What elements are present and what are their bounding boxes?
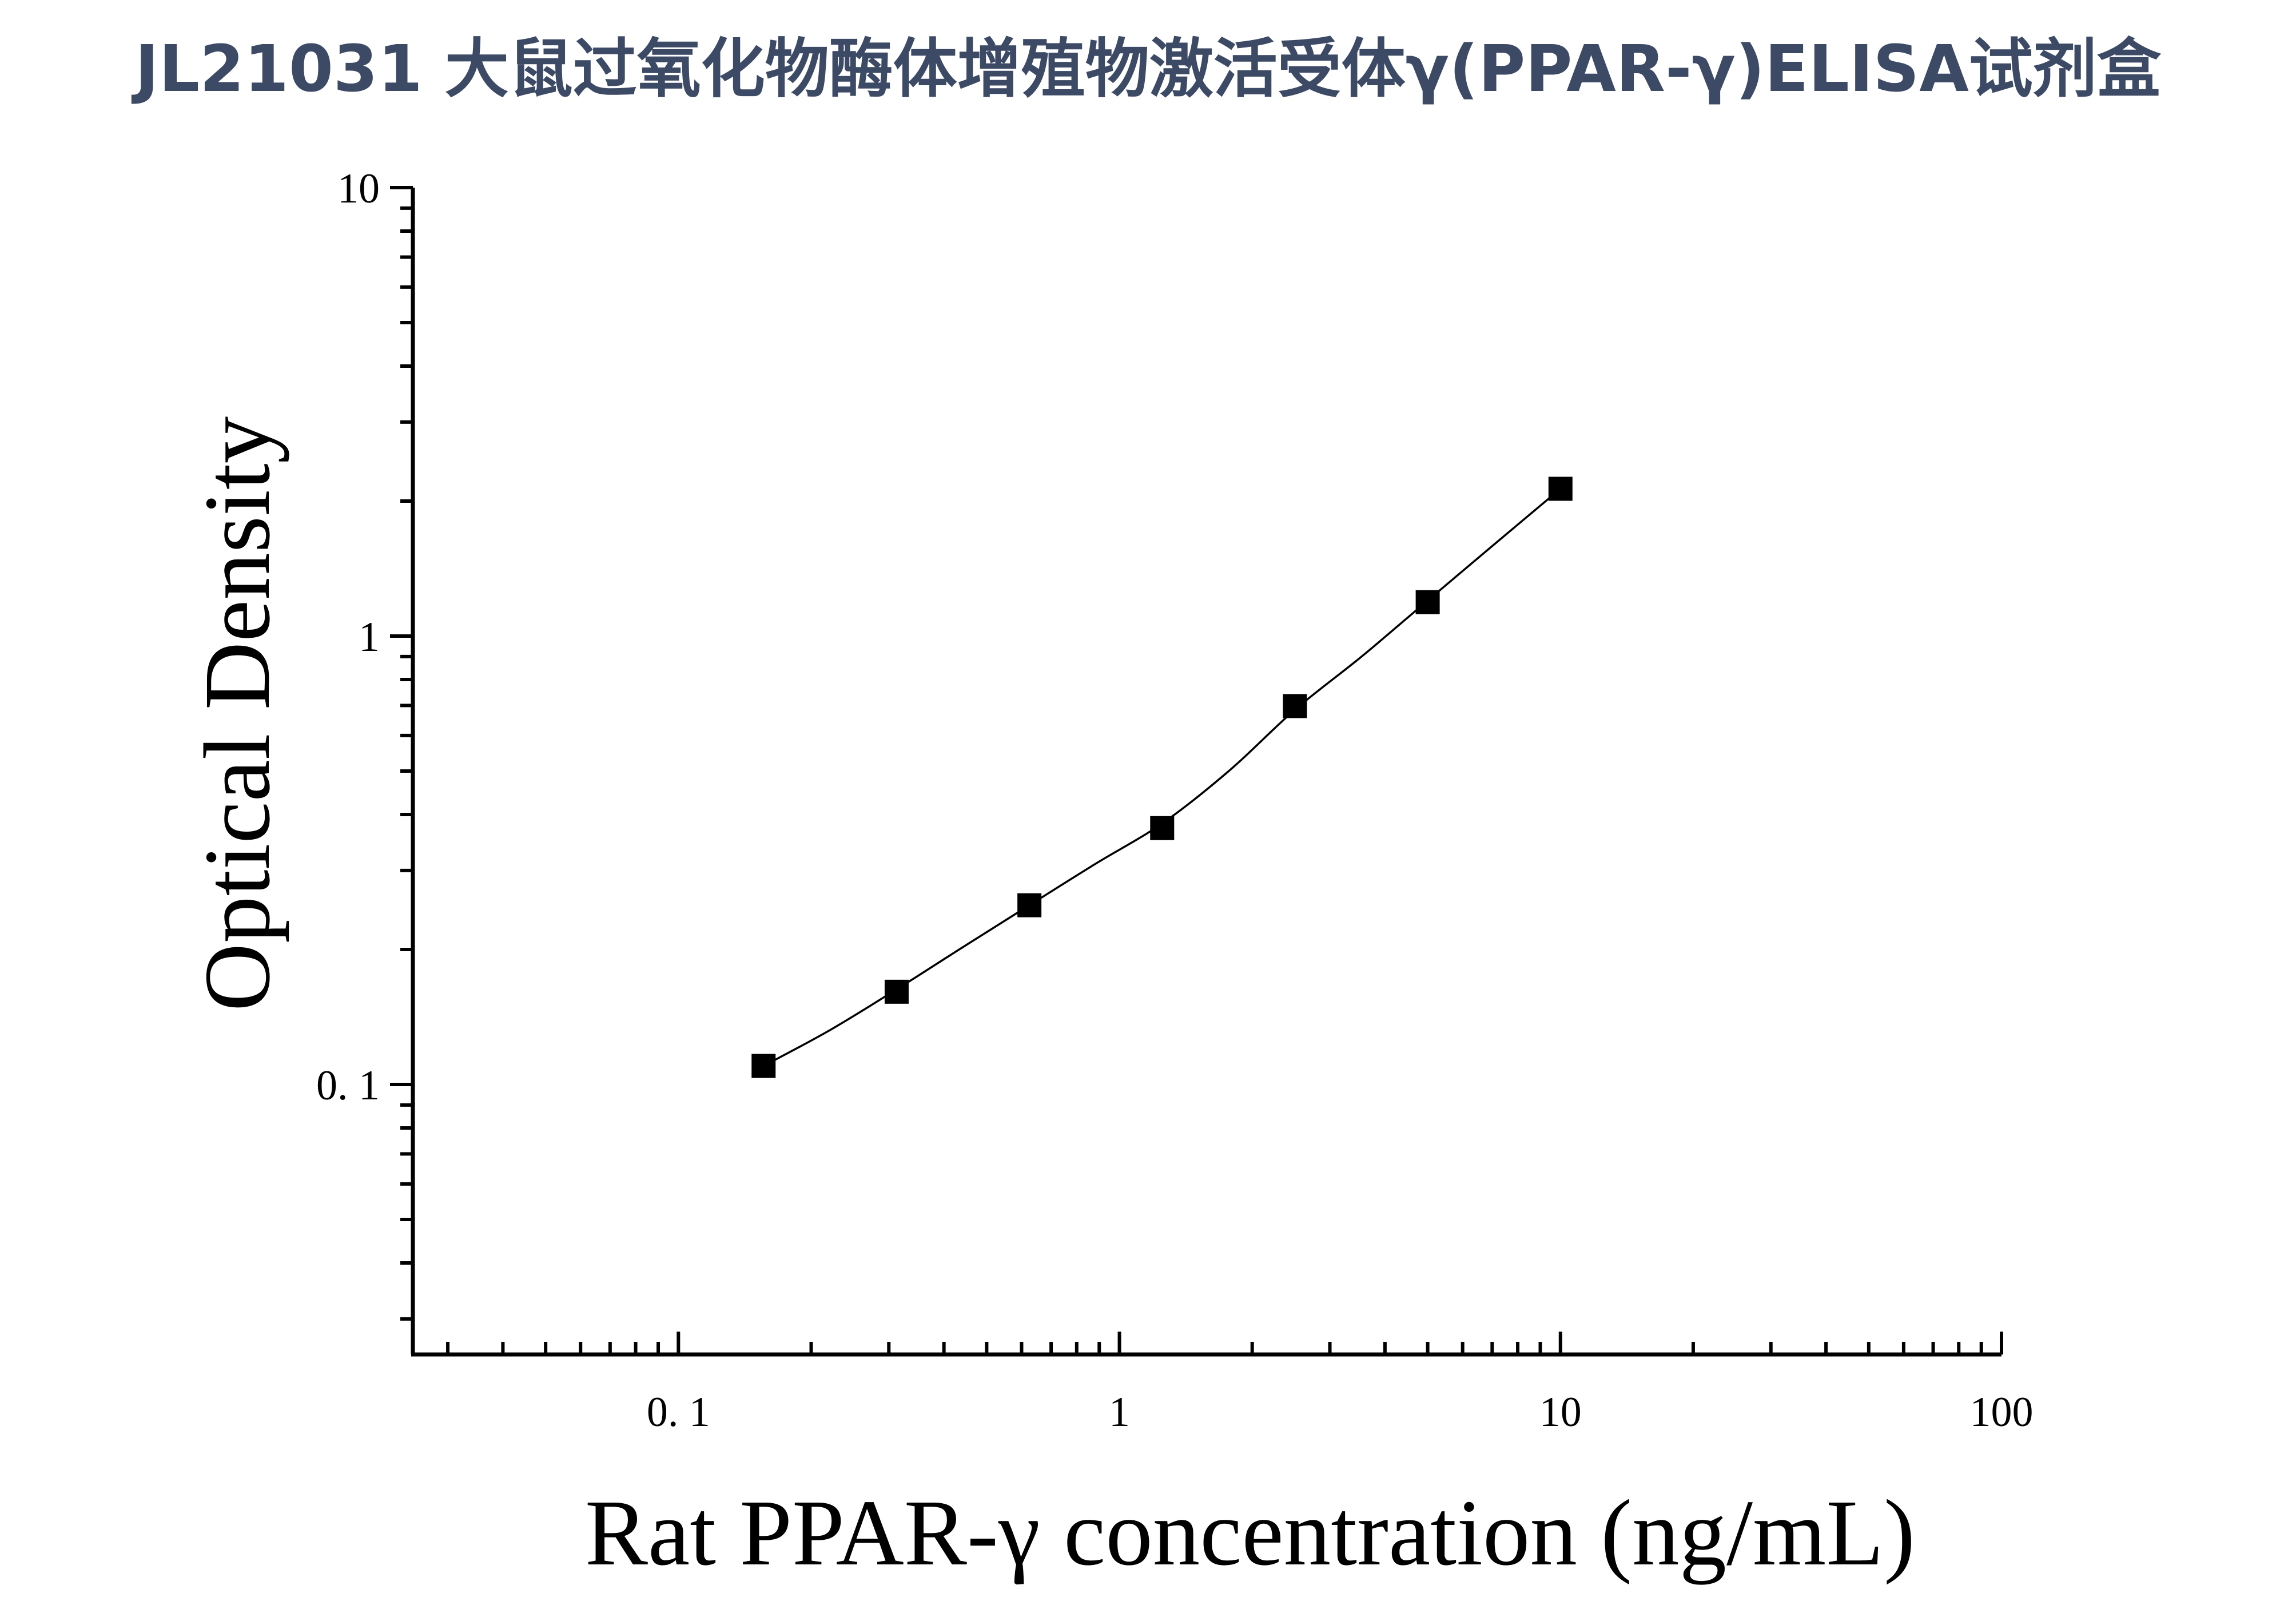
x-tick-label: 10 [1539,1389,1582,1436]
data-point [884,979,909,1004]
x-tick-label: 0. 1 [647,1389,710,1436]
page-title: JL21031 大鼠过氧化物酶体增殖物激活受体γ(PPAR-γ)ELISA试剂盒 [135,32,2161,106]
y-tick-label: 10 [337,165,380,212]
data-points [751,476,1573,1078]
data-point [1548,476,1573,501]
data-point [1283,694,1307,718]
tick-labels: 0. 1 1 10 100 0. 1 1 10 [316,165,2034,1436]
y-axis-title: Optical Density [185,416,289,1011]
x-tick-label: 100 [1970,1389,2034,1436]
fit-curve-group [763,488,1561,1067]
x-axis-title: Rat PPAR-γ concentration (ng/mL) [585,1480,1915,1585]
fit-curve [763,488,1561,1067]
ticks [390,186,2003,1354]
y-tick-label: 0. 1 [316,1062,380,1109]
data-point [751,1054,776,1078]
axes [411,188,2001,1357]
data-point [1150,816,1175,840]
y-tick-label: 1 [359,614,380,661]
data-point [1415,590,1440,614]
data-point [1017,893,1042,917]
x-tick-label: 1 [1109,1389,1130,1436]
